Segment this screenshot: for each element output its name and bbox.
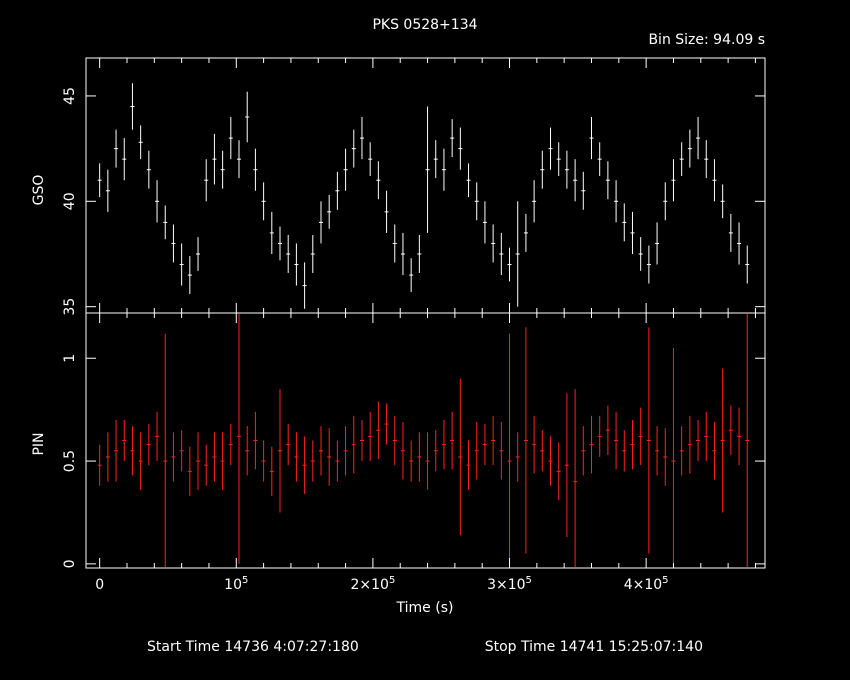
chart-title: PKS 0528+134 [372,17,477,33]
gso-y-axis: 35 40 45 [62,87,765,316]
gso-series [97,83,750,309]
gso-y-label: GSO [31,175,47,206]
pin-y-label: PIN [31,432,47,455]
pin-series [97,314,750,567]
x-tick-label: 105 [224,575,248,593]
pin-panel-frame [85,312,766,569]
x-tick-label: 2×105 [350,575,395,593]
pin-y-tick-label: 0 [62,559,78,568]
pin-y-tick-label: 0.5 [62,450,78,472]
x-axis-label: Time (s) [396,600,454,616]
gso-y-tick-label: 35 [62,298,78,316]
x-axis: 0 105 2×105 3×105 4×105 [95,58,756,593]
bin-size-label: Bin Size: 94.09 s [648,32,765,48]
start-time-label: Start Time 14736 4:07:27:180 [147,639,359,655]
gso-y-tick-label: 40 [62,192,78,210]
gso-y-tick-label: 45 [62,87,78,105]
pin-y-axis: 00.51 [62,354,765,568]
x-tick-label: 3×105 [487,575,532,593]
x-tick-label: 4×105 [624,575,669,593]
pin-y-tick-label: 1 [62,354,78,363]
x-tick-label: 0 [95,577,104,593]
stop-time-label: Stop Time 14741 15:25:07:140 [485,639,703,655]
